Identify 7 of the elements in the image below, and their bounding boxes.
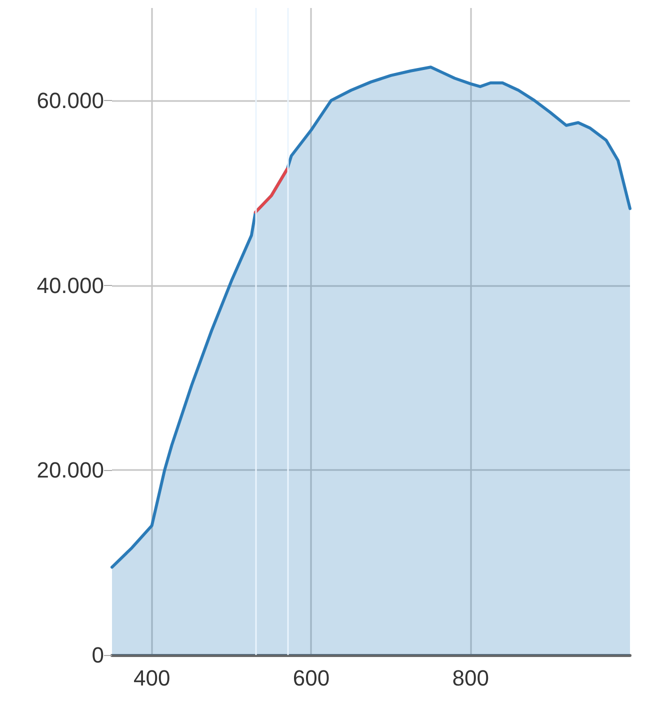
y-tick-label: 40.000 [36, 272, 104, 298]
x-tick-label: 800 [452, 666, 489, 690]
x-tick-label: 600 [292, 666, 330, 690]
y-tick-label: 20.000 [36, 458, 104, 483]
x-tick-label: 400 [133, 666, 170, 690]
y-tick-label: 60.000 [36, 88, 104, 113]
y-tick-label: 0 [92, 642, 104, 668]
